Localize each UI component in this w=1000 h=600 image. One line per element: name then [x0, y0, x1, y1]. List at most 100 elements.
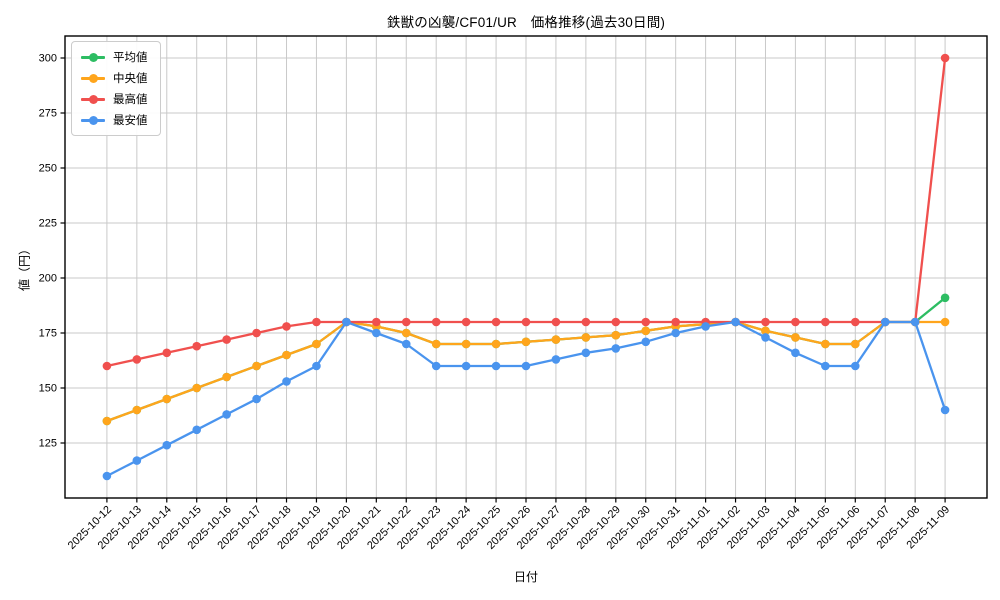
max-point	[102, 361, 112, 371]
y-tick-label: 275	[39, 108, 57, 120]
y-tick-label: 200	[39, 273, 57, 285]
max-point	[491, 317, 501, 327]
min-point	[162, 440, 172, 450]
average-line-swatch	[81, 51, 105, 63]
min-point	[940, 405, 950, 415]
max-point	[761, 317, 770, 327]
legend-label: 最安値	[113, 115, 148, 127]
y-tick-label: 225	[39, 218, 57, 230]
min-point	[701, 322, 710, 331]
max-point	[940, 53, 950, 63]
y-tick-label: 150	[39, 383, 57, 395]
legend-item-median: 中央値	[81, 70, 148, 86]
min-point	[312, 361, 321, 371]
median-line-swatch	[81, 72, 105, 84]
max-point	[611, 317, 621, 327]
min-point	[252, 394, 261, 404]
max-point	[551, 317, 561, 327]
median-point	[611, 330, 621, 340]
median-point	[551, 335, 561, 344]
min-point	[342, 317, 351, 327]
legend-label: 最高値	[113, 94, 148, 106]
median-point	[850, 339, 860, 349]
max-point	[581, 317, 591, 327]
max-point	[192, 341, 202, 351]
min-point	[551, 355, 561, 364]
median-point	[312, 339, 321, 349]
min-point	[880, 317, 890, 327]
average-point	[940, 293, 950, 303]
median-point	[791, 333, 800, 342]
max-point	[850, 317, 860, 327]
max-point	[461, 317, 471, 327]
min-line-swatch	[81, 114, 105, 126]
median-point	[162, 394, 172, 404]
min-point	[491, 361, 501, 371]
min-point	[761, 333, 770, 342]
max-point	[252, 328, 261, 338]
median-point	[581, 333, 591, 342]
max-point	[821, 317, 830, 327]
min-point	[791, 348, 800, 358]
y-tick-label: 125	[39, 438, 57, 450]
median-point	[641, 326, 651, 336]
max-point	[431, 317, 441, 327]
max-point	[312, 317, 321, 327]
min-point	[192, 425, 202, 435]
legend: 平均値 中央値 最高値 最安値	[71, 41, 161, 136]
y-tick-label: 175	[39, 328, 57, 340]
min-point	[431, 361, 441, 371]
median-point	[252, 361, 261, 371]
min-point	[132, 456, 142, 465]
min-point	[671, 328, 680, 338]
median-point	[192, 383, 202, 393]
median-point	[521, 337, 531, 347]
y-tick-label: 250	[39, 163, 57, 175]
max-point	[791, 317, 800, 327]
median-point	[222, 372, 231, 382]
min-point	[850, 361, 860, 371]
axis-ticks	[60, 57, 946, 503]
max-line-swatch	[81, 93, 105, 105]
median-point	[491, 339, 501, 349]
min-point	[910, 317, 920, 327]
median-point	[282, 350, 291, 360]
min-point	[611, 344, 621, 353]
series-min	[102, 317, 950, 481]
max-point	[132, 355, 142, 364]
max-point	[162, 348, 172, 358]
max-point	[401, 317, 411, 327]
max-point	[671, 317, 680, 327]
min-point	[521, 361, 531, 371]
median-point	[401, 328, 411, 338]
max-point	[372, 317, 381, 327]
grid-lines	[65, 36, 987, 498]
max-point	[521, 317, 531, 327]
y-tick-label: 300	[39, 53, 57, 65]
min-point	[821, 361, 830, 371]
min-point	[641, 337, 651, 347]
median-point	[940, 317, 950, 327]
min-point	[731, 317, 740, 327]
min-point	[401, 339, 411, 349]
min-point	[282, 377, 291, 386]
legend-label: 平均値	[113, 52, 148, 64]
median-point	[102, 416, 112, 426]
min-point	[102, 471, 112, 481]
median-point	[821, 339, 830, 349]
max-point	[282, 322, 291, 331]
median-point	[132, 405, 142, 415]
x-axis-label: 日付	[513, 570, 538, 584]
median-point	[431, 339, 441, 349]
max-point	[222, 335, 231, 344]
min-point	[581, 348, 591, 358]
chart-title: 鉄獣の凶襲/CF01/UR 価格推移(過去30日間)	[386, 15, 666, 30]
legend-item-min: 最安値	[81, 112, 148, 128]
legend-label: 中央値	[113, 73, 148, 85]
min-point	[222, 410, 231, 419]
max-point	[641, 317, 651, 327]
median-point	[461, 339, 471, 349]
min-point	[372, 328, 381, 338]
